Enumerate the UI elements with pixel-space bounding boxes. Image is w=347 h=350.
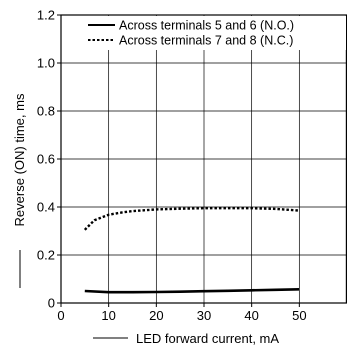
series-lines — [83, 207, 300, 294]
axis-ticks: 0 0.2 0.4 0.6 0.8 1.0 1.2 0 10 20 30 40 50 — [37, 8, 307, 324]
x-tick-label: 20 — [149, 308, 163, 323]
y-tick-label: 0.8 — [37, 104, 55, 119]
y-tick-label: 1.2 — [37, 8, 55, 23]
legend: Across terminals 5 and 6 (N.O.) Across t… — [88, 16, 346, 50]
y-tick-label: 0.4 — [37, 200, 55, 215]
x-tick-label: 40 — [244, 308, 258, 323]
grid-lines — [61, 15, 347, 303]
legend-background — [88, 16, 346, 50]
y-tick-label: 0.2 — [37, 248, 55, 263]
series-line-no — [84, 288, 300, 294]
y-tick-label: 0 — [48, 296, 55, 311]
legend-label-no: Across terminals 5 and 6 (N.O.) — [119, 19, 294, 33]
y-tick-label: 0.6 — [37, 152, 55, 167]
x-axis-title: LED forward current, mA — [93, 331, 279, 346]
y-tick-label: 1.0 — [37, 56, 55, 71]
x-tick-label: 50 — [292, 308, 306, 323]
y-axis-title: Reverse (ON) time, ms — [12, 93, 27, 288]
x-tick-label: 10 — [101, 308, 115, 323]
x-tick-label: 30 — [197, 308, 211, 323]
legend-label-nc: Across terminals 7 and 8 (N.C.) — [119, 34, 293, 48]
x-tick-label: 0 — [57, 308, 64, 323]
series-line-nc — [83, 207, 300, 231]
x-axis-label: LED forward current, mA — [136, 331, 279, 346]
y-axis-label: Reverse (ON) time, ms — [12, 93, 27, 226]
